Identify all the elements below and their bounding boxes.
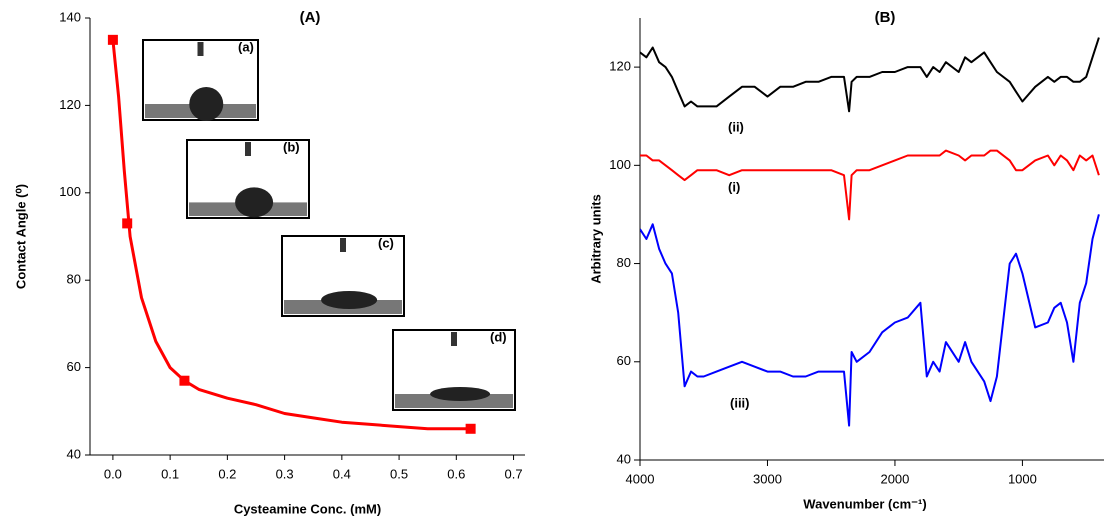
inset-droplet <box>321 291 378 309</box>
y-axis-label: Arbitrary units <box>588 194 603 284</box>
series-line <box>640 214 1100 427</box>
y-tick-label: 140 <box>59 9 81 24</box>
y-tick-label: 100 <box>59 184 81 199</box>
x-axis-label: Wavenumber (cm⁻¹) <box>803 496 926 511</box>
data-point <box>179 375 190 386</box>
x-tick-label: 4000 <box>626 471 655 486</box>
inset-label: (b) <box>283 139 300 154</box>
inset-label: (a) <box>238 39 254 54</box>
inset-droplet <box>430 387 491 401</box>
series-label: (i) <box>728 179 740 194</box>
panel-title: (B) <box>875 9 896 26</box>
data-point <box>465 423 476 434</box>
inset-photo: (d) <box>392 329 516 411</box>
panel-title: (A) <box>300 9 321 26</box>
x-tick-label: 0.3 <box>276 466 294 481</box>
x-tick-label: 0.7 <box>505 466 523 481</box>
y-tick-label: 60 <box>617 353 631 368</box>
y-tick-label: 60 <box>67 359 81 374</box>
y-tick-label: 120 <box>609 59 631 74</box>
series-line <box>111 39 471 431</box>
inset-label: (c) <box>378 235 394 250</box>
x-tick-label: 2000 <box>880 471 909 486</box>
x-tick-label: 0.1 <box>161 466 179 481</box>
series-label: (ii) <box>728 119 744 134</box>
panel: (A) 0.0 0.1 0.2 0.3 0.4 0.5 0.6 0.7 40 60 80 100 120 1… <box>13 9 525 516</box>
inset-photo: (a) <box>142 39 259 121</box>
y-tick-label: 100 <box>609 157 631 172</box>
inset-droplet <box>189 87 224 121</box>
y-tick-label: 80 <box>67 272 81 287</box>
x-tick-label: 1000 <box>1008 471 1037 486</box>
inset-needle <box>451 332 457 346</box>
y-tick-label: 40 <box>617 451 631 466</box>
x-tick-label: 0.5 <box>390 466 408 481</box>
inset-droplet <box>235 187 274 218</box>
inset-needle <box>197 42 204 56</box>
y-tick-label: 80 <box>617 255 631 270</box>
inset-label: (d) <box>490 329 507 344</box>
y-tick-label: 120 <box>59 97 81 112</box>
x-tick-label: 0.0 <box>104 466 122 481</box>
inset-needle <box>245 142 251 156</box>
series-label: (iii) <box>730 395 750 410</box>
inset-needle <box>340 238 346 252</box>
x-tick-label: 0.4 <box>333 466 351 481</box>
x-axis-label: Cysteamine Conc. (mM) <box>234 501 381 516</box>
panel: (B) 4000 3000 2000 1000 40 60 80 100 120 Wavenumbe… <box>588 9 1104 511</box>
x-tick-label: 0.2 <box>218 466 236 481</box>
x-tick-label: 0.6 <box>447 466 465 481</box>
y-tick-label: 40 <box>67 446 81 461</box>
inset-photo: (c) <box>281 235 405 317</box>
inset-photo: (b) <box>186 139 310 219</box>
series-line <box>640 149 1100 221</box>
data-point <box>122 218 133 229</box>
data-point <box>107 34 118 45</box>
y-axis-label: Contact Angle (⁰) <box>13 184 28 289</box>
series-line <box>640 37 1100 113</box>
x-tick-label: 3000 <box>753 471 782 486</box>
